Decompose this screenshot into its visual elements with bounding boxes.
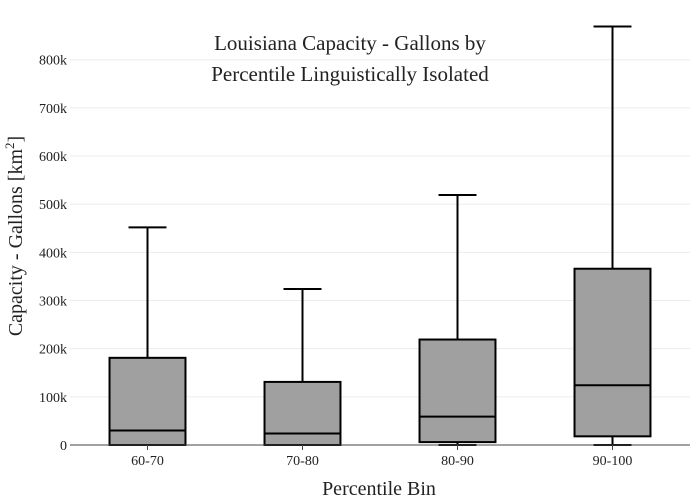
x-axis-title: Percentile Bin [322, 478, 436, 500]
y-tick-label: 500k [39, 198, 67, 213]
chart-title-line-2: Percentile Linguistically Isolated [211, 62, 489, 86]
y-tick-label: 700k [39, 102, 67, 117]
y-axis-title-close: ] [5, 136, 27, 143]
y-tick-label: 300k [39, 295, 67, 310]
y-axis-title-main: Capacity - Gallons [km [5, 149, 27, 337]
y-tick-label: 100k [39, 391, 67, 406]
x-tick-label: 60-70 [131, 454, 164, 469]
box-70-80 [263, 287, 342, 447]
y-axis-title: Capacity - Gallons [km2] [2, 136, 27, 336]
box-series [108, 25, 652, 447]
y-tick-label: 0 [60, 439, 67, 454]
box-iqr [263, 380, 342, 447]
x-axis-ticks: 60-70 70-80 80-90 90-100 [131, 445, 632, 469]
y-tick-label: 600k [39, 150, 67, 165]
y-axis-title-superscript: 2 [2, 142, 17, 149]
box-iqr [418, 338, 497, 444]
y-tick-label: 800k [39, 54, 67, 69]
box-90-100 [573, 25, 652, 446]
box-iqr [108, 356, 187, 446]
box-60-70 [108, 226, 187, 446]
gridlines [70, 59, 690, 398]
y-axis-ticks: 0 100k 200k 300k 400k 500k 600k 700k 800k [39, 54, 67, 454]
chart-title-line-1: Louisiana Capacity - Gallons by [214, 31, 486, 55]
x-tick-label: 90-100 [593, 454, 633, 469]
box-80-90 [418, 194, 497, 446]
box-iqr [573, 267, 652, 438]
y-tick-label: 400k [39, 246, 67, 261]
y-tick-label: 200k [39, 343, 67, 358]
x-tick-label: 70-80 [286, 454, 319, 469]
x-tick-label: 80-90 [441, 454, 474, 469]
